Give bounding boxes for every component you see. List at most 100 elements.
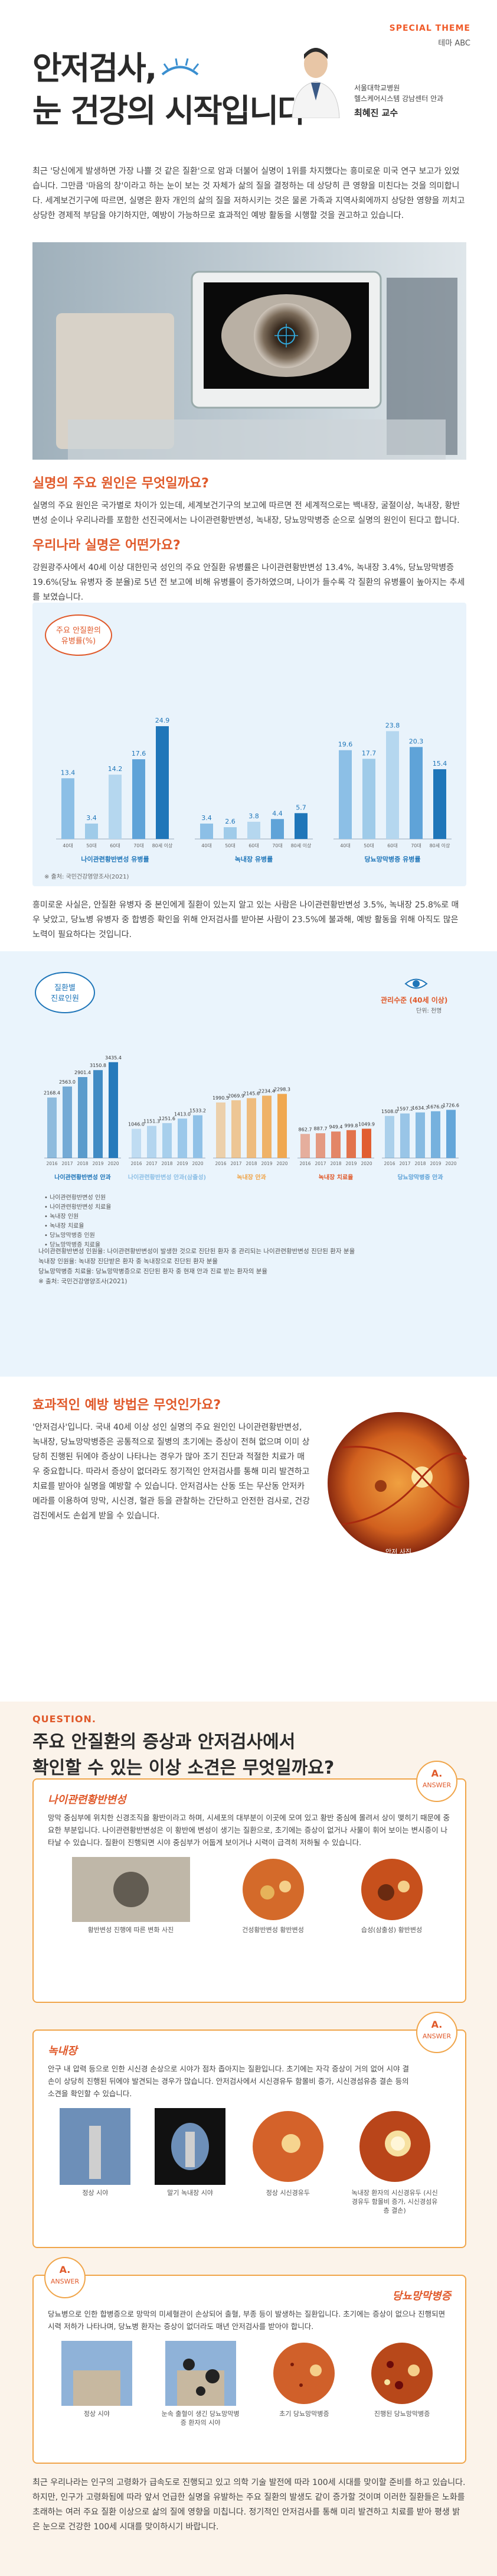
group-label: • 녹내장 인원 <box>44 1213 79 1220</box>
bar <box>433 769 446 839</box>
data-label: 887.7 <box>314 1126 328 1131</box>
answer-card-diabetic-retinopathy: 당뇨망막병증 당뇨병으로 인한 합병증으로 망막의 미세혈관이 손상되어 출혈,… <box>32 2275 466 2464</box>
data-label: 949.4 <box>329 1124 343 1130</box>
data-label: 2.6 <box>225 818 236 825</box>
author-name: 최혜진 교수 <box>354 108 398 118</box>
tick-label: 50대 <box>364 843 374 848</box>
answer-image: 황반변성 진행에 따른 변화 사진 <box>71 1857 190 1934</box>
tick-label: 2019 <box>92 1161 103 1166</box>
fundus-diagram: 안저 사진 <box>328 1412 469 1556</box>
care-level-chart: 질환별 진료인원 관리수준 (40세 이상) 단위: 천명 2168.4 2016… <box>32 969 466 1347</box>
tick-label: 80세 이상 <box>152 843 173 848</box>
answer-card-amd: 나이관련황반변성 망막 중심부에 위치한 신경조직을 황반이라고 하며, 시세포… <box>32 1778 466 2003</box>
tick-label: 2018 <box>246 1161 257 1166</box>
tick-label: 2016 <box>384 1161 395 1166</box>
chart-source: ※ 출처: 국민건강영양조사(2021) <box>44 874 129 880</box>
answer-body: 당뇨병으로 인한 합병증으로 망막의 미세혈관이 손상되어 출혈, 부종 등이 … <box>48 2310 446 2331</box>
data-label: 2901.4 <box>74 1070 91 1075</box>
data-label: 999.8 <box>345 1123 358 1128</box>
question-title: 주요 안질환의 증상과 안저검사에서 확인할 수 있는 이상 소견은 무엇일까요… <box>32 1732 335 1778</box>
data-label: 1151.3 <box>143 1119 160 1124</box>
tick-label: 2017 <box>230 1161 241 1166</box>
tick-label: 2017 <box>315 1161 326 1166</box>
bar <box>193 1115 202 1158</box>
section-body: 실명의 주요 원인은 국가별로 차이가 있는데, 세계보건기구의 보고에 따르면… <box>32 501 460 525</box>
bar <box>162 1123 172 1158</box>
chart-series-group: 2168.4 2016 2563.0 2017 2901.4 2018 3150.8 2019… <box>44 1055 122 1181</box>
data-label: 2069.9 <box>228 1093 244 1098</box>
chart-badge: 주요 안질환의 유병률(%) <box>45 614 112 656</box>
tick-label: 2016 <box>215 1161 226 1166</box>
bar <box>300 1134 310 1158</box>
bar <box>271 819 284 839</box>
tick-label: 2018 <box>414 1161 426 1166</box>
doctor-portrait <box>292 48 340 118</box>
chart-series-panel: 19.6 40대 17.7 50대 23.8 60대 20.3 70대 15.4 80세 이상당뇨… <box>333 722 452 863</box>
bar <box>132 1128 141 1158</box>
section-blindness-causes: 실명의 주요 원인은 무엇일까요? 실명의 주요 원인은 국가별로 차이가 있는… <box>32 473 466 528</box>
data-label: 3150.8 <box>90 1063 106 1068</box>
tick-label: 60대 <box>387 843 398 848</box>
group-label: • 녹내장 치료율 <box>44 1222 84 1230</box>
group-label: • 나이관련황반변성 치료율 <box>44 1204 111 1211</box>
bar <box>431 1111 440 1158</box>
section-title: 실명의 주요 원인은 무엇일까요? <box>32 476 209 491</box>
article-header: SPECIAL THEME 테마 ABC 안저검사, 눈 건강의 시작입니다 서… <box>0 0 497 154</box>
chart-series-group: 1508.0 2016 1597.2 2017 1634.7 2018 1676.0 2019… <box>381 1102 459 1181</box>
tick-label: 2020 <box>107 1161 119 1166</box>
group-label: • 당뇨망막병증 인원 <box>44 1232 95 1239</box>
data-label: 1990.5 <box>212 1095 229 1101</box>
series-label: 나이관련황반변성 유병률 <box>81 855 149 863</box>
answer-image: 눈속 출혈이 생긴 당뇨망막병증 환자의 시야 <box>159 2341 242 2427</box>
data-label: 2234.4 <box>259 1088 275 1094</box>
data-label: 15.4 <box>433 760 447 767</box>
chart-legend: 관리수준 (40세 이상) <box>381 996 448 1004</box>
tick-label: 2020 <box>445 1161 456 1166</box>
svg-text:ANSWER: ANSWER <box>423 2032 452 2040</box>
chart-series-panel: 13.4 40대 3.4 50대 14.2 60대 17.6 70대 24.9 80세 이상나이관… <box>56 717 174 863</box>
data-label: 2168.4 <box>44 1091 60 1096</box>
svg-text:A.: A. <box>431 2019 443 2030</box>
section-body: '안저검사'입니다. 국내 40세 이상 성인 실명의 주요 원인인 나이관련황… <box>32 1423 310 1521</box>
answer-badge: A. ANSWER <box>416 2012 457 2053</box>
intro-paragraph: 최근 '당신에게 발생하면 가장 나쁠 것 같은 질환'으로 암과 더불어 실명… <box>32 167 465 220</box>
bar <box>47 1097 57 1158</box>
bar <box>446 1110 456 1158</box>
answer-body: 망막 중심부에 위치한 신경조직을 황반이라고 하며, 시세포의 대부분이 이곳… <box>48 1813 450 1847</box>
data-label: 24.9 <box>155 717 170 724</box>
answer-image: 정상 시야 <box>61 2341 132 2427</box>
tick-label: 2016 <box>130 1161 142 1166</box>
bar <box>93 1070 103 1158</box>
tick-label: 2020 <box>361 1161 372 1166</box>
bar <box>224 827 237 839</box>
bar <box>61 778 74 839</box>
answer-badge: A. ANSWER <box>416 1761 457 1802</box>
section-title: 우리나라 실명은 어떤가요? <box>32 538 181 553</box>
bar <box>386 731 399 839</box>
chart-badge: 질환별 진료인원 <box>35 972 95 1013</box>
data-label: 17.7 <box>362 749 377 757</box>
tick-label: 2019 <box>430 1161 441 1166</box>
tick-label: 2019 <box>176 1161 188 1166</box>
tick-label: 70대 <box>411 843 421 848</box>
bar <box>85 823 98 839</box>
bar <box>109 775 122 839</box>
badge-line2: 진료인원 <box>51 994 79 1003</box>
svg-text:ANSWER: ANSWER <box>423 1781 452 1789</box>
bar <box>178 1118 187 1158</box>
badge-line1: 주요 안질환의 <box>56 626 101 635</box>
data-label: 3435.4 <box>105 1055 122 1061</box>
data-label: 1046.0 <box>128 1122 145 1127</box>
tick-label: 2016 <box>299 1161 310 1166</box>
vision-photo <box>61 2341 132 2406</box>
answer-title: 당뇨망막병증 <box>392 2290 451 2302</box>
data-label: 23.8 <box>385 722 400 730</box>
answer-image: 정상 시야 <box>60 2108 131 2215</box>
bar <box>385 1115 394 1158</box>
answer-images: 정상 시야 눈속 출혈이 생긴 당뇨망막병증 환자의 시야 초기 당뇨망막병증 … <box>48 2341 451 2427</box>
answer-image: 초기 당뇨망막병증 <box>269 2341 339 2427</box>
bar <box>339 750 352 839</box>
section-title: 효과적인 예방 방법은 무엇인가요? <box>32 1398 221 1413</box>
